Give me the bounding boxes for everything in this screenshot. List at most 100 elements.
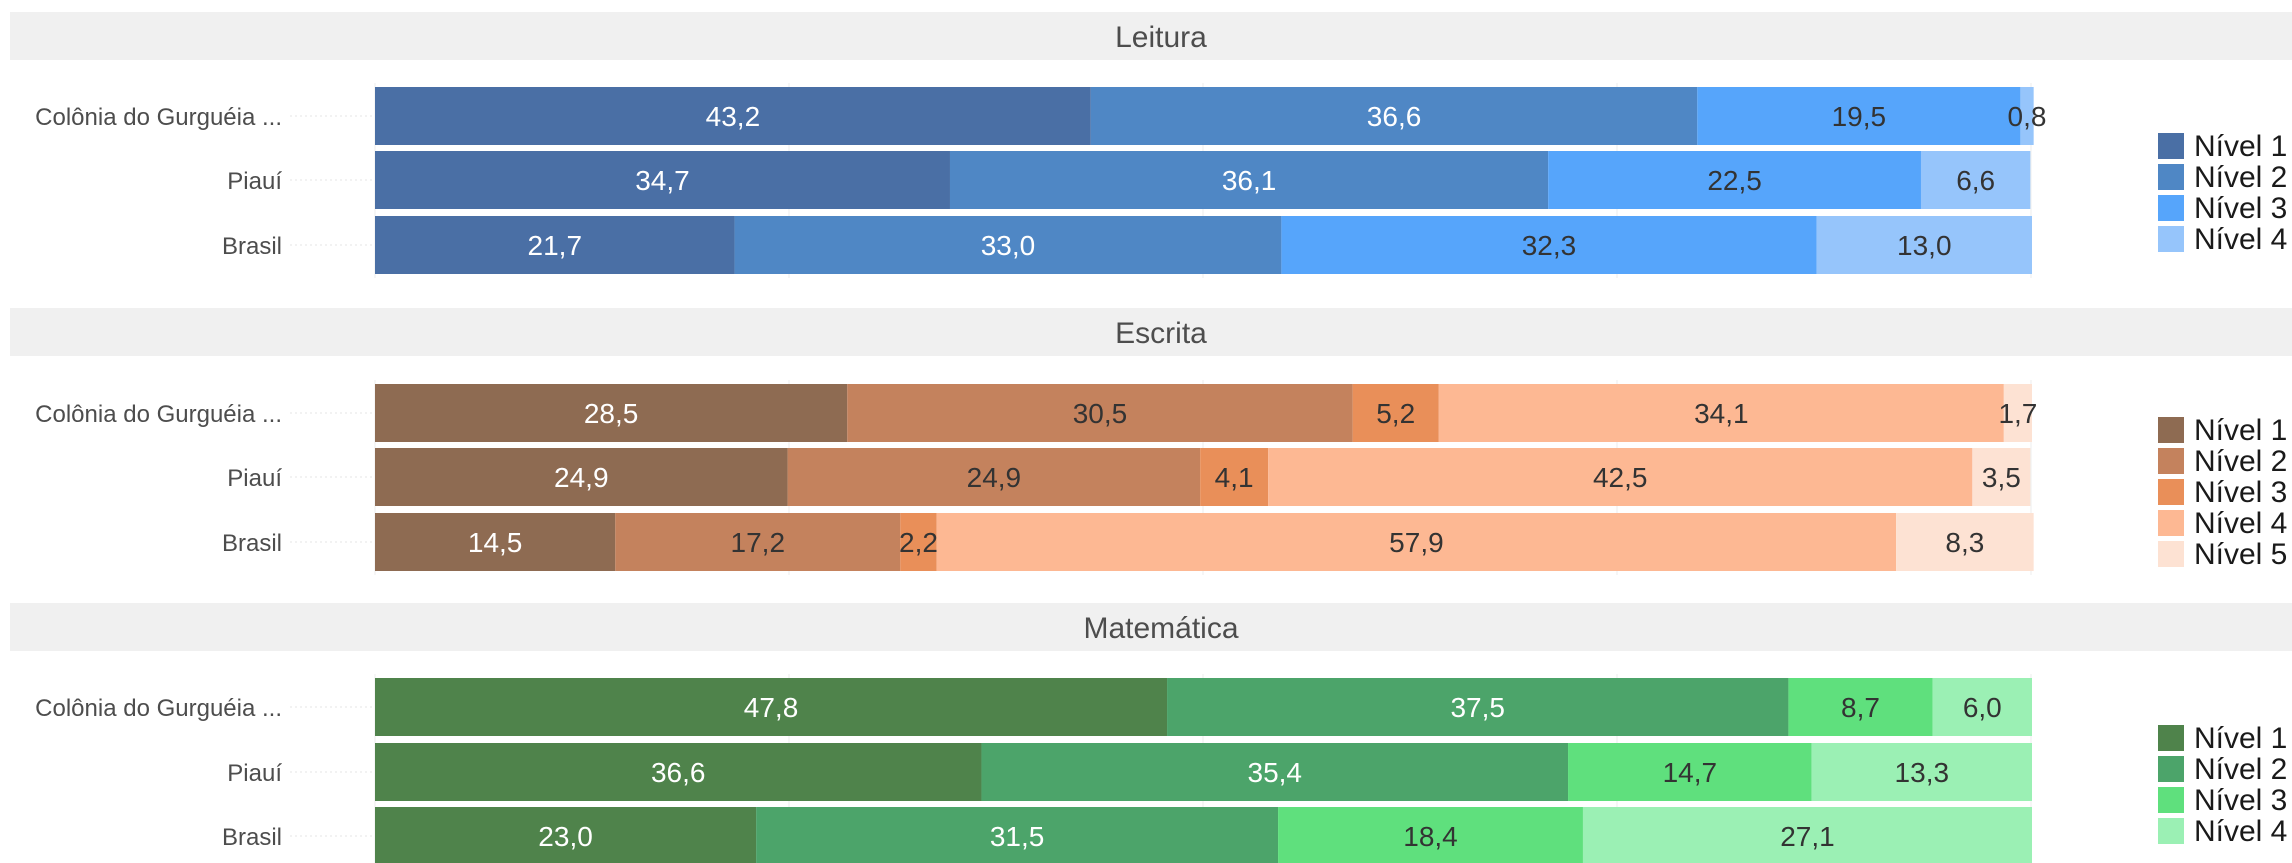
legend-swatch — [2158, 164, 2184, 190]
bar-segment — [375, 743, 982, 801]
bar-segment — [936, 513, 1897, 571]
data-label: 36,6 — [651, 757, 706, 788]
category-label: Colônia do Gurguéia ... — [35, 104, 282, 131]
legend-swatch — [2158, 226, 2184, 252]
data-label: 47,8 — [744, 692, 799, 723]
category-label: Colônia do Gurguéia ... — [35, 401, 282, 428]
data-label: 34,1 — [1694, 398, 1749, 429]
bar-segment — [2003, 384, 2032, 442]
bar-segment — [900, 513, 937, 571]
bar-segment — [1090, 87, 1698, 145]
bar-segment — [1278, 807, 1583, 863]
bar-segment — [1281, 216, 1817, 274]
bar-segment — [1352, 384, 1439, 442]
data-label: 14,7 — [1663, 757, 1718, 788]
legend-label: Nível 4 — [2194, 815, 2287, 848]
bar-segment — [375, 513, 616, 571]
data-label: 32,3 — [1522, 230, 1577, 261]
data-label: 33,0 — [981, 230, 1036, 261]
legend-label: Nível 2 — [2194, 445, 2287, 478]
bar-segment — [1788, 678, 1933, 736]
legend-swatch — [2158, 479, 2184, 505]
bar-segment — [1896, 513, 2034, 571]
bar-segment — [1811, 743, 2032, 801]
bar-segment — [981, 743, 1569, 801]
bar-segment — [1568, 743, 1812, 801]
bar-segment — [375, 678, 1168, 736]
legend-swatch — [2158, 541, 2184, 567]
panel-title: Matemática — [1083, 612, 1238, 645]
bar-segment — [375, 384, 848, 442]
bar-segment — [847, 384, 1353, 442]
bar-segment — [1268, 448, 1973, 506]
bar-segment — [1548, 151, 1921, 209]
bar-segment — [1697, 87, 2021, 145]
bar-segment — [1438, 384, 2004, 442]
bar-segment — [1932, 678, 2032, 736]
category-label: Brasil — [222, 530, 282, 557]
panel-title: Escrita — [1115, 317, 1207, 350]
data-label: 27,1 — [1780, 821, 1835, 852]
panel-1: Escrita Colônia do Gurguéia ... Piauí Brasi… — [10, 308, 2292, 575]
bar-segment — [1167, 678, 1789, 736]
data-label: 2,2 — [899, 527, 938, 558]
data-label: 8,3 — [1945, 527, 1984, 558]
bar-segment — [1200, 448, 1269, 506]
legend-swatch — [2158, 195, 2184, 221]
data-label: 19,5 — [1832, 101, 1887, 132]
bar-segment — [949, 151, 1549, 209]
data-label: 22,5 — [1707, 165, 1762, 196]
legend-swatch — [2158, 448, 2184, 474]
data-label: 17,2 — [731, 527, 786, 558]
bar-segment — [375, 807, 757, 863]
data-label: 30,5 — [1073, 398, 1128, 429]
data-label: 36,6 — [1367, 101, 1422, 132]
legend-swatch — [2158, 725, 2184, 751]
data-label: 6,6 — [1956, 165, 1995, 196]
legend-label: Nível 2 — [2194, 161, 2287, 194]
bar-segment — [1920, 151, 2031, 209]
legend-label: Nível 1 — [2194, 414, 2287, 447]
legend-label: Nível 5 — [2194, 538, 2287, 571]
category-label: Colônia do Gurguéia ... — [35, 695, 282, 722]
data-label: 1,7 — [1998, 398, 2037, 429]
bar-segment — [2020, 87, 2034, 145]
data-label: 21,7 — [528, 230, 583, 261]
data-label: 18,4 — [1403, 821, 1458, 852]
bar-segment — [787, 448, 1201, 506]
category-label: Piauí — [227, 168, 282, 195]
data-label: 23,0 — [538, 821, 593, 852]
bar-segment — [1582, 807, 2032, 863]
bar-segment — [1972, 448, 2031, 506]
legend-label: Nível 3 — [2194, 192, 2287, 225]
data-label: 36,1 — [1222, 165, 1277, 196]
data-label: 4,1 — [1215, 462, 1254, 493]
data-label: 43,2 — [706, 101, 761, 132]
data-label: 35,4 — [1248, 757, 1303, 788]
bar-segment — [375, 448, 788, 506]
legend-label: Nível 2 — [2194, 753, 2287, 786]
legend-label: Nível 4 — [2194, 507, 2287, 540]
legend-label: Nível 1 — [2194, 130, 2287, 163]
panel-strip — [10, 12, 2292, 60]
data-label: 57,9 — [1389, 527, 1444, 558]
data-label: 0,8 — [2008, 101, 2047, 132]
data-label: 13,0 — [1897, 230, 1952, 261]
category-label: Piauí — [227, 760, 282, 787]
data-label: 8,7 — [1841, 692, 1880, 723]
data-label: 13,3 — [1895, 757, 1950, 788]
data-label: 31,5 — [990, 821, 1045, 852]
data-label: 24,9 — [967, 462, 1022, 493]
legend-label: Nível 4 — [2194, 223, 2287, 256]
legend-swatch — [2158, 756, 2184, 782]
bar-segment — [375, 87, 1091, 145]
bar-segment — [1816, 216, 2032, 274]
legend-label: Nível 3 — [2194, 784, 2287, 817]
bar-segment — [756, 807, 1279, 863]
legend-swatch — [2158, 510, 2184, 536]
data-label: 5,2 — [1376, 398, 1415, 429]
data-label: 14,5 — [468, 527, 523, 558]
panel-2: Matemática Colônia do Gurguéia ... Piauí Br… — [10, 603, 2292, 863]
legend-label: Nível 3 — [2194, 476, 2287, 509]
